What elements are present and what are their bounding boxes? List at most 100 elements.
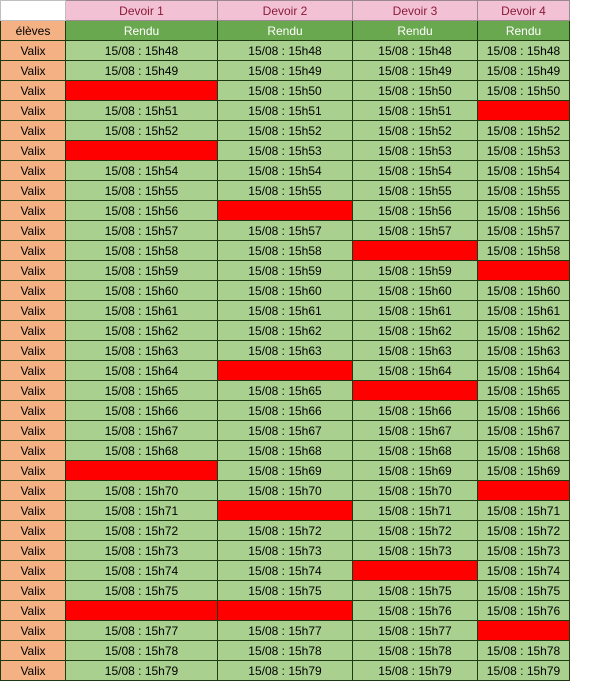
submission-time-cell[interactable]: 15/08 : 15h67 xyxy=(217,420,353,441)
submission-time-cell[interactable]: 15/08 : 15h70 xyxy=(352,480,478,501)
submission-time-cell[interactable]: 15/08 : 15h63 xyxy=(352,340,478,361)
missing-submission-cell[interactable] xyxy=(65,140,218,161)
missing-submission-cell[interactable] xyxy=(352,560,478,581)
student-name-cell[interactable]: Valix xyxy=(0,560,66,581)
submission-time-cell[interactable]: 15/08 : 15h77 xyxy=(352,620,478,641)
submission-time-cell[interactable]: 15/08 : 15h51 xyxy=(352,100,478,121)
header-corner-cell[interactable] xyxy=(0,0,66,21)
submission-time-cell[interactable]: 15/08 : 15h57 xyxy=(352,220,478,241)
student-name-cell[interactable]: Valix xyxy=(0,180,66,201)
submission-time-cell[interactable]: 15/08 : 15h61 xyxy=(217,300,353,321)
submission-time-cell[interactable]: 15/08 : 15h48 xyxy=(65,40,218,61)
submission-time-cell[interactable]: 15/08 : 15h67 xyxy=(352,420,478,441)
assignment-header-1[interactable]: Devoir 1 xyxy=(65,0,218,21)
student-name-cell[interactable]: Valix xyxy=(0,240,66,261)
submission-time-cell[interactable]: 15/08 : 15h58 xyxy=(65,240,218,261)
student-name-cell[interactable]: Valix xyxy=(0,600,66,621)
submission-time-cell[interactable]: 15/08 : 15h66 xyxy=(477,400,570,421)
student-name-cell[interactable]: Valix xyxy=(0,440,66,461)
student-name-cell[interactable]: Valix xyxy=(0,40,66,61)
student-name-cell[interactable]: Valix xyxy=(0,400,66,421)
submission-time-cell[interactable]: 15/08 : 15h50 xyxy=(352,80,478,101)
submission-time-cell[interactable]: 15/08 : 15h56 xyxy=(352,200,478,221)
student-name-cell[interactable]: Valix xyxy=(0,60,66,81)
submission-time-cell[interactable]: 15/08 : 15h79 xyxy=(217,660,353,681)
submission-time-cell[interactable]: 15/08 : 15h73 xyxy=(352,540,478,561)
submission-time-cell[interactable]: 15/08 : 15h65 xyxy=(477,380,570,401)
submission-time-cell[interactable]: 15/08 : 15h54 xyxy=(477,160,570,181)
submission-time-cell[interactable]: 15/08 : 15h68 xyxy=(477,440,570,461)
student-name-cell[interactable]: Valix xyxy=(0,260,66,281)
submitted-header-1[interactable]: Rendu xyxy=(65,20,218,41)
student-name-cell[interactable]: Valix xyxy=(0,120,66,141)
submission-time-cell[interactable]: 15/08 : 15h49 xyxy=(477,60,570,81)
submission-time-cell[interactable]: 15/08 : 15h52 xyxy=(65,120,218,141)
submission-time-cell[interactable]: 15/08 : 15h71 xyxy=(477,500,570,521)
submission-time-cell[interactable]: 15/08 : 15h62 xyxy=(352,320,478,341)
submission-time-cell[interactable]: 15/08 : 15h73 xyxy=(477,540,570,561)
submission-time-cell[interactable]: 15/08 : 15h63 xyxy=(217,340,353,361)
missing-submission-cell[interactable] xyxy=(65,460,218,481)
submission-time-cell[interactable]: 15/08 : 15h61 xyxy=(65,300,218,321)
submission-time-cell[interactable]: 15/08 : 15h68 xyxy=(217,440,353,461)
missing-submission-cell[interactable] xyxy=(352,380,478,401)
submission-time-cell[interactable]: 15/08 : 15h74 xyxy=(217,560,353,581)
submission-time-cell[interactable]: 15/08 : 15h64 xyxy=(477,360,570,381)
submission-time-cell[interactable]: 15/08 : 15h55 xyxy=(352,180,478,201)
assignment-header-4[interactable]: Devoir 4 xyxy=(477,0,570,21)
submission-time-cell[interactable]: 15/08 : 15h66 xyxy=(352,400,478,421)
submission-time-cell[interactable]: 15/08 : 15h61 xyxy=(477,300,570,321)
submission-time-cell[interactable]: 15/08 : 15h69 xyxy=(477,460,570,481)
student-name-cell[interactable]: Valix xyxy=(0,80,66,101)
student-name-cell[interactable]: Valix xyxy=(0,300,66,321)
submission-time-cell[interactable]: 15/08 : 15h54 xyxy=(65,160,218,181)
student-name-cell[interactable]: Valix xyxy=(0,340,66,361)
submission-time-cell[interactable]: 15/08 : 15h62 xyxy=(65,320,218,341)
submission-time-cell[interactable]: 15/08 : 15h52 xyxy=(217,120,353,141)
student-name-cell[interactable]: Valix xyxy=(0,480,66,501)
submission-time-cell[interactable]: 15/08 : 15h60 xyxy=(217,280,353,301)
submission-time-cell[interactable]: 15/08 : 15h66 xyxy=(65,400,218,421)
submission-time-cell[interactable]: 15/08 : 15h50 xyxy=(477,80,570,101)
missing-submission-cell[interactable] xyxy=(477,620,570,641)
student-name-cell[interactable]: Valix xyxy=(0,580,66,601)
submission-time-cell[interactable]: 15/08 : 15h60 xyxy=(352,280,478,301)
submission-time-cell[interactable]: 15/08 : 15h68 xyxy=(65,440,218,461)
submission-time-cell[interactable]: 15/08 : 15h58 xyxy=(217,240,353,261)
submission-time-cell[interactable]: 15/08 : 15h56 xyxy=(477,200,570,221)
student-name-cell[interactable]: Valix xyxy=(0,540,66,561)
student-name-cell[interactable]: Valix xyxy=(0,640,66,661)
submission-time-cell[interactable]: 15/08 : 15h68 xyxy=(352,440,478,461)
submission-time-cell[interactable]: 15/08 : 15h51 xyxy=(217,100,353,121)
submission-time-cell[interactable]: 15/08 : 15h69 xyxy=(352,460,478,481)
assignment-header-3[interactable]: Devoir 3 xyxy=(352,0,478,21)
submission-time-cell[interactable]: 15/08 : 15h71 xyxy=(352,500,478,521)
submission-time-cell[interactable]: 15/08 : 15h48 xyxy=(477,40,570,61)
submission-time-cell[interactable]: 15/08 : 15h49 xyxy=(65,60,218,81)
submission-time-cell[interactable]: 15/08 : 15h66 xyxy=(217,400,353,421)
submission-time-cell[interactable]: 15/08 : 15h48 xyxy=(217,40,353,61)
submission-time-cell[interactable]: 15/08 : 15h56 xyxy=(65,200,218,221)
submission-time-cell[interactable]: 15/08 : 15h72 xyxy=(477,520,570,541)
submission-time-cell[interactable]: 15/08 : 15h54 xyxy=(217,160,353,181)
submission-time-cell[interactable]: 15/08 : 15h57 xyxy=(477,220,570,241)
assignment-header-2[interactable]: Devoir 2 xyxy=(217,0,353,21)
submission-time-cell[interactable]: 15/08 : 15h49 xyxy=(217,60,353,81)
submission-time-cell[interactable]: 15/08 : 15h53 xyxy=(352,140,478,161)
submission-time-cell[interactable]: 15/08 : 15h54 xyxy=(352,160,478,181)
submission-time-cell[interactable]: 15/08 : 15h67 xyxy=(65,420,218,441)
submission-time-cell[interactable]: 15/08 : 15h74 xyxy=(477,560,570,581)
student-name-cell[interactable]: Valix xyxy=(0,620,66,641)
submission-time-cell[interactable]: 15/08 : 15h57 xyxy=(65,220,218,241)
submitted-header-3[interactable]: Rendu xyxy=(352,20,478,41)
submission-time-cell[interactable]: 15/08 : 15h53 xyxy=(477,140,570,161)
submission-time-cell[interactable]: 15/08 : 15h63 xyxy=(477,340,570,361)
submission-time-cell[interactable]: 15/08 : 15h72 xyxy=(65,520,218,541)
submission-time-cell[interactable]: 15/08 : 15h57 xyxy=(217,220,353,241)
submission-time-cell[interactable]: 15/08 : 15h72 xyxy=(352,520,478,541)
submission-time-cell[interactable]: 15/08 : 15h60 xyxy=(477,280,570,301)
student-name-cell[interactable]: Valix xyxy=(0,320,66,341)
student-name-cell[interactable]: Valix xyxy=(0,520,66,541)
submitted-header-2[interactable]: Rendu xyxy=(217,20,353,41)
submission-time-cell[interactable]: 15/08 : 15h58 xyxy=(477,240,570,261)
